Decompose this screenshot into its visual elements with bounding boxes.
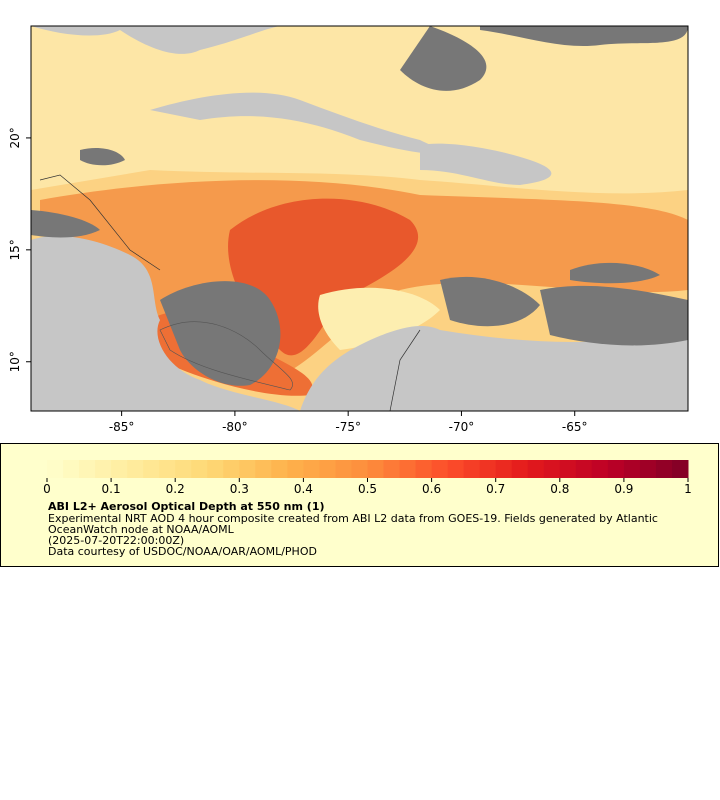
colorbar-swatch	[479, 460, 497, 478]
colorbar-swatch	[79, 460, 96, 478]
colorbar-swatch	[463, 460, 481, 478]
colorbar-swatch	[671, 460, 689, 478]
border	[159, 321, 293, 391]
land	[150, 92, 470, 155]
colorbar-swatch	[639, 460, 657, 478]
colorbar-swatch	[63, 460, 80, 478]
colorbar-swatch	[543, 460, 561, 478]
colorbar-tick-label: 1	[684, 482, 692, 496]
cloud	[31, 210, 100, 238]
colorbar-swatch	[111, 460, 128, 478]
colorbar-swatch	[143, 460, 160, 478]
colorbar-swatch	[255, 460, 272, 478]
colorbar-swatch	[191, 460, 208, 478]
cloud	[440, 276, 540, 327]
colorbar-tick-label: 0.8	[550, 482, 569, 496]
colorbar-swatch	[447, 460, 465, 478]
y-tick-label: 20°	[8, 127, 22, 148]
colorbar-swatch	[47, 460, 64, 478]
colorbar-swatch	[527, 460, 545, 478]
colorbar-swatch	[335, 460, 352, 478]
cloud	[160, 281, 281, 386]
legend-title: ABI L2+ Aerosol Optical Depth at 550 nm …	[48, 500, 325, 513]
colorbar-swatch	[351, 460, 368, 478]
colorbar-swatch	[383, 460, 401, 478]
colorbar-swatch	[239, 460, 256, 478]
cloud	[540, 285, 688, 346]
legend-line: (2025-07-20T22:00:00Z)	[48, 534, 184, 547]
land	[31, 235, 300, 411]
cloud	[480, 26, 688, 47]
land	[300, 325, 688, 411]
colorbar-tick-label: 0.5	[358, 482, 377, 496]
y-tick-label: 10°	[8, 351, 22, 372]
map-frame	[30, 25, 689, 412]
colorbar-swatch	[575, 460, 593, 478]
low-aod	[31, 26, 688, 194]
colorbar-tick-label: 0.6	[422, 482, 441, 496]
low-aod	[318, 287, 440, 350]
colorbar-swatch	[623, 460, 641, 478]
cloud	[570, 262, 660, 284]
colorbar-tick-label: 0.1	[102, 482, 121, 496]
border	[389, 329, 421, 411]
colorbar-swatch	[559, 460, 577, 478]
colorbar-swatch	[367, 460, 385, 478]
x-tick-label: -85°	[109, 420, 135, 434]
colorbar-tick-label: 0.2	[166, 482, 185, 496]
colorbar-swatch	[303, 460, 320, 478]
land	[31, 26, 280, 54]
colorbar-swatch	[319, 460, 336, 478]
cloud	[80, 148, 125, 166]
colorbar: 0 0.1 0.2 0.3 0.4 0.5 0.6 0.7 0.8 0.9 1	[43, 460, 692, 496]
colorbar-swatch	[207, 460, 224, 478]
colorbar-tick-label: 0.9	[614, 482, 633, 496]
land	[420, 143, 552, 185]
axes: -85° -80° -75° -70° -65° 10° 15° 20°	[8, 127, 588, 434]
y-tick-label: 15°	[8, 239, 22, 260]
colorbar-swatch	[159, 460, 176, 478]
colorbar-tick-label: 0	[43, 482, 51, 496]
colorbar-swatch	[415, 460, 433, 478]
cloud	[400, 26, 487, 91]
x-tick-label: -65°	[562, 420, 588, 434]
border	[39, 174, 161, 271]
colorbar-swatch	[127, 460, 144, 478]
colorbar-swatch	[95, 460, 112, 478]
colorbar-tick-label: 0.4	[294, 482, 313, 496]
colorbar-swatch	[399, 460, 417, 478]
colorbar-swatch	[655, 460, 673, 478]
colorbar-swatch	[591, 460, 609, 478]
legend-line: OceanWatch node at NOAA/AOML	[48, 523, 235, 536]
legend-line: Data courtesy of USDOC/NOAA/OAR/AOML/PHO…	[48, 545, 317, 558]
x-tick-label: -75°	[335, 420, 361, 434]
colorbar-swatch	[223, 460, 240, 478]
x-tick-label: -70°	[449, 420, 475, 434]
colorbar-swatch	[607, 460, 625, 478]
map	[31, 26, 688, 411]
colorbar-tick-label: 0.7	[486, 482, 505, 496]
x-tick-label: -80°	[222, 420, 248, 434]
colorbar-tick-label: 0.3	[230, 482, 249, 496]
colorbar-swatch	[271, 460, 288, 478]
colorbar-swatch	[287, 460, 304, 478]
colorbar-swatch	[431, 460, 449, 478]
colorbar-swatch	[511, 460, 529, 478]
legend-line: Experimental NRT AOD 4 hour composite cr…	[48, 512, 658, 525]
colorbar-swatch	[175, 460, 192, 478]
colorbar-swatch	[495, 460, 513, 478]
